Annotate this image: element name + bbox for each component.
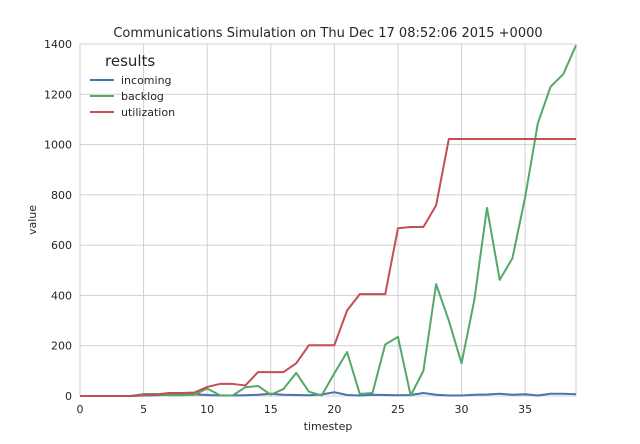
plot-area <box>79 43 577 397</box>
y-tick-label: 0 <box>65 390 72 403</box>
legend-item-backlog: backlog <box>90 90 164 103</box>
legend-label: utilization <box>121 106 175 119</box>
series-line-utilization <box>80 138 576 397</box>
legend-title: results <box>105 52 155 70</box>
series-layer <box>80 44 577 397</box>
chart-title: Communications Simulation on Thu Dec 17 … <box>113 26 542 41</box>
y-tick-label: 800 <box>51 189 72 202</box>
x-tick-label: 30 <box>455 403 469 416</box>
y-tick-label: 1200 <box>44 88 72 101</box>
x-tick-label: 0 <box>77 403 84 416</box>
axis-labels: 0 5 10 15 20 25 30 35 0 200 400 600 800 1000 1200 1400 <box>44 38 532 416</box>
x-tick-label: 20 <box>327 403 341 416</box>
legend-label: backlog <box>121 90 164 103</box>
legend-items: incoming backlog utilization <box>90 74 175 119</box>
y-tick-label: 200 <box>51 340 72 353</box>
y-tick-label: 400 <box>51 289 72 302</box>
x-tick-label: 15 <box>264 403 278 416</box>
legend-item-incoming: incoming <box>90 74 172 87</box>
y-tick-label: 1000 <box>44 139 72 152</box>
y-tick-label: 600 <box>51 239 72 252</box>
legend-item-utilization: utilization <box>90 106 175 119</box>
legend-label: incoming <box>121 74 172 87</box>
y-tick-label: 1400 <box>44 38 72 51</box>
x-tick-label: 5 <box>140 403 147 416</box>
legend: results incoming backlog utilization <box>90 52 175 119</box>
x-axis-label: timestep <box>304 420 353 433</box>
y-axis-label: value <box>26 205 39 235</box>
x-tick-label: 25 <box>391 403 405 416</box>
x-tick-label: 35 <box>518 403 532 416</box>
x-tick-label: 10 <box>200 403 214 416</box>
